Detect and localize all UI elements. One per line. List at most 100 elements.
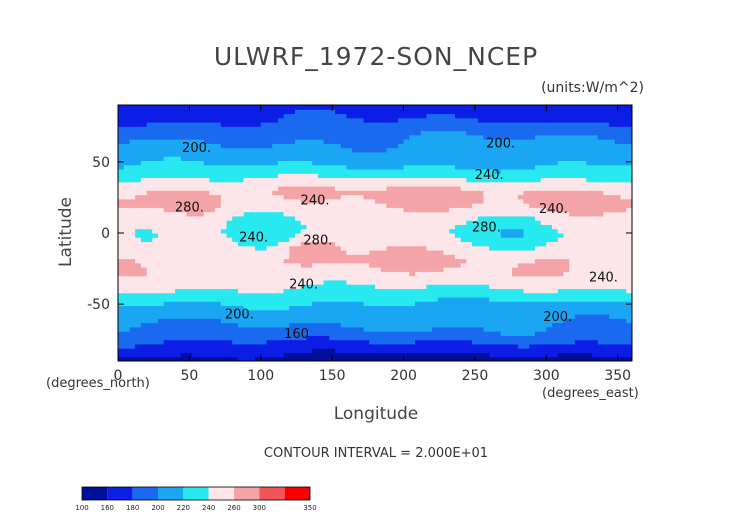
heatmap-cell [317, 151, 325, 157]
heatmap-cell [620, 169, 627, 174]
heatmap-cell [203, 169, 210, 174]
heatmap-cell [152, 177, 159, 183]
heatmap-cell [317, 194, 325, 200]
heatmap-cell [443, 203, 450, 208]
heatmap-cell [295, 134, 302, 140]
heatmap-cell [414, 309, 422, 315]
heatmap-cell [306, 352, 313, 358]
heatmap-cell [180, 292, 188, 298]
heatmap-cell [129, 237, 136, 243]
heatmap-cell [175, 352, 182, 358]
heatmap-cell [397, 237, 405, 243]
heatmap-cell [237, 279, 245, 285]
heatmap-cell [512, 190, 519, 196]
heatmap-cell [534, 309, 542, 315]
heatmap-cell [557, 271, 564, 277]
heatmap-cell [226, 297, 233, 302]
heatmap-cell [357, 198, 365, 204]
heatmap-cell [317, 220, 325, 225]
heatmap-cell [123, 318, 130, 324]
heatmap-cell [437, 297, 445, 302]
heatmap-cell [266, 309, 273, 315]
heatmap-cell [409, 297, 416, 302]
heatmap-cell [237, 262, 245, 268]
heatmap-cell [546, 275, 553, 281]
heatmap-cell [494, 241, 502, 247]
heatmap-cell [255, 335, 262, 341]
heatmap-cell [340, 139, 347, 144]
heatmap-cell [255, 352, 262, 358]
heatmap-cell [614, 275, 622, 281]
heatmap-cell [557, 139, 564, 144]
heatmap-cell [466, 143, 473, 149]
heatmap-cell [220, 169, 228, 174]
heatmap-cell [232, 339, 239, 345]
heatmap-cell [180, 228, 188, 234]
heatmap-cell [335, 288, 342, 294]
heatmap-cell [180, 186, 188, 191]
heatmap-cell [620, 262, 627, 268]
heatmap-cell [283, 297, 290, 302]
heatmap-cell [609, 292, 616, 298]
heatmap-cell [123, 267, 130, 272]
heatmap-cell [135, 224, 142, 230]
heatmap-cell [140, 237, 148, 243]
heatmap-cell [512, 245, 519, 251]
heatmap-cell [626, 318, 632, 324]
heatmap-cell [346, 271, 353, 277]
heatmap-cell [534, 228, 542, 234]
heatmap-cell [232, 164, 239, 170]
heatmap-cell [306, 220, 313, 225]
heatmap-cell [460, 250, 467, 255]
heatmap-cell [506, 348, 513, 353]
heatmap-cell [620, 198, 627, 204]
heatmap-cell [626, 160, 632, 166]
heatmap-cell [192, 190, 199, 196]
heatmap-cell [277, 250, 285, 255]
heatmap-cell [237, 352, 245, 358]
heatmap-cell [540, 275, 547, 281]
heatmap-cell [220, 322, 228, 328]
heatmap-cell [237, 322, 245, 328]
heatmap-cell [163, 258, 170, 264]
heatmap-cell [118, 309, 125, 315]
heatmap-cell [443, 164, 450, 170]
heatmap-cell [375, 292, 382, 298]
heatmap-cell [534, 177, 542, 183]
heatmap-cell [340, 211, 347, 217]
heatmap-cell [272, 326, 279, 332]
heatmap-cell [323, 151, 330, 157]
heatmap-cell [443, 143, 450, 149]
heatmap-cell [329, 215, 336, 221]
heatmap-cell [580, 331, 587, 336]
heatmap-cell [300, 348, 307, 353]
heatmap-cell [380, 275, 387, 281]
heatmap-cell [420, 250, 427, 255]
heatmap-cell [312, 139, 319, 144]
heatmap-cell [186, 177, 193, 183]
heatmap-cell [123, 147, 130, 153]
heatmap-cell [597, 194, 604, 200]
heatmap-cell [118, 147, 125, 153]
heatmap-cell [140, 147, 148, 153]
heatmap-cell [255, 301, 262, 307]
heatmap-cell [289, 343, 296, 349]
heatmap-cell [472, 258, 479, 264]
heatmap-cell [460, 139, 467, 144]
heatmap-cell [592, 164, 599, 170]
heatmap-cell [494, 190, 502, 196]
heatmap-cell [277, 237, 285, 243]
heatmap-cell [135, 314, 142, 319]
heatmap-cell [449, 198, 456, 204]
heatmap-cell [489, 305, 496, 311]
heatmap-cell [209, 211, 216, 217]
heatmap-cell [340, 356, 347, 361]
heatmap-cell [180, 339, 188, 345]
heatmap-cell [614, 335, 622, 341]
heatmap-cell [546, 326, 553, 332]
heatmap-cell [466, 126, 473, 132]
heatmap-cell [312, 250, 319, 255]
heatmap-cell [414, 228, 422, 234]
heatmap-cell [580, 147, 587, 153]
heatmap-cell [266, 348, 273, 353]
